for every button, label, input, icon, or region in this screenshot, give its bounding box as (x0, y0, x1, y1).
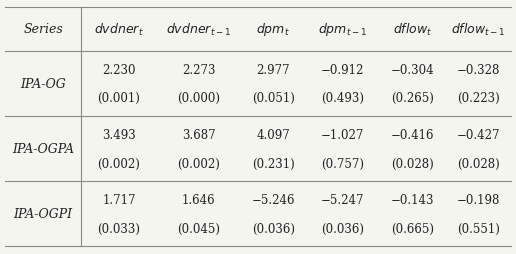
Text: −0.304: −0.304 (391, 64, 434, 76)
Text: (0.045): (0.045) (177, 222, 220, 235)
Text: (0.665): (0.665) (391, 222, 434, 235)
Text: −5.247: −5.247 (321, 193, 365, 206)
Text: 1.646: 1.646 (182, 193, 215, 206)
Text: −0.416: −0.416 (391, 128, 434, 141)
Text: −0.143: −0.143 (391, 193, 434, 206)
Text: (0.036): (0.036) (252, 222, 295, 235)
Text: (0.000): (0.000) (177, 92, 220, 105)
Text: IPA-OGPA: IPA-OGPA (12, 142, 74, 155)
Text: (0.001): (0.001) (98, 92, 140, 105)
Text: (0.757): (0.757) (321, 157, 364, 170)
Text: −0.427: −0.427 (457, 128, 500, 141)
Text: −0.912: −0.912 (321, 64, 364, 76)
Text: (0.051): (0.051) (252, 92, 295, 105)
Text: $dflow_t$: $dflow_t$ (393, 22, 432, 38)
Text: (0.002): (0.002) (98, 157, 140, 170)
Text: (0.028): (0.028) (391, 157, 434, 170)
Text: $dvdner_t$: $dvdner_t$ (94, 22, 144, 38)
Text: (0.036): (0.036) (321, 222, 364, 235)
Text: 2.977: 2.977 (256, 64, 290, 76)
Text: −5.246: −5.246 (251, 193, 295, 206)
Text: (0.002): (0.002) (177, 157, 220, 170)
Text: $dpm_{t-1}$: $dpm_{t-1}$ (318, 21, 367, 38)
Text: $dpm_t$: $dpm_t$ (256, 21, 290, 38)
Text: $dvdner_{t-1}$: $dvdner_{t-1}$ (166, 22, 231, 38)
Text: (0.033): (0.033) (98, 222, 140, 235)
Text: 2.230: 2.230 (102, 64, 136, 76)
Text: (0.265): (0.265) (391, 92, 434, 105)
Text: −1.027: −1.027 (321, 128, 364, 141)
Text: (0.028): (0.028) (457, 157, 499, 170)
Text: (0.223): (0.223) (457, 92, 499, 105)
Text: 3.687: 3.687 (182, 128, 215, 141)
Text: (0.493): (0.493) (321, 92, 364, 105)
Text: Series: Series (23, 23, 63, 36)
Text: (0.551): (0.551) (457, 222, 499, 235)
Text: $dflow_{t-1}$: $dflow_{t-1}$ (451, 22, 506, 38)
Text: (0.231): (0.231) (252, 157, 295, 170)
Text: IPA-OG: IPA-OG (20, 78, 66, 91)
Text: −0.328: −0.328 (457, 64, 500, 76)
Text: 1.717: 1.717 (102, 193, 136, 206)
Text: 4.097: 4.097 (256, 128, 290, 141)
Text: 3.493: 3.493 (102, 128, 136, 141)
Text: IPA-OGPI: IPA-OGPI (13, 208, 73, 220)
Text: −0.198: −0.198 (457, 193, 500, 206)
Text: 2.273: 2.273 (182, 64, 215, 76)
